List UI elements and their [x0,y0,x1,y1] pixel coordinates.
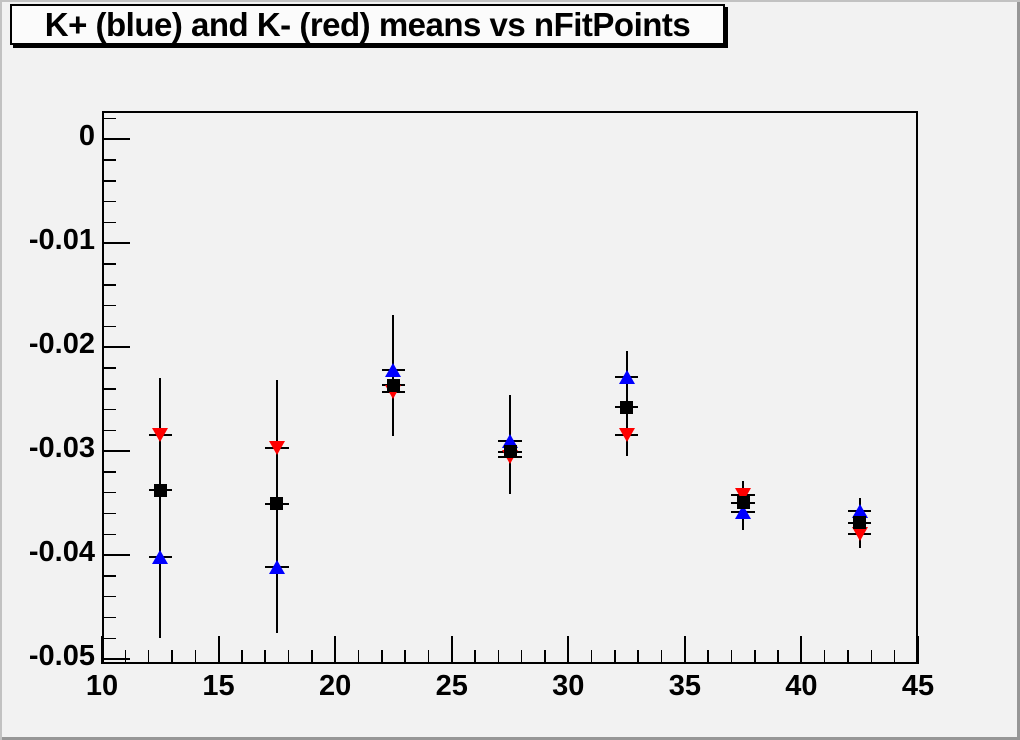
y-axis-label: -0.04 [28,535,95,568]
x-axis-label: 25 [435,670,468,702]
x-axis-label: 15 [202,670,235,702]
x-axis-label: 10 [85,670,119,702]
x-axis-label: 20 [319,670,352,702]
chart-title-box: K+ (blue) and K- (red) means vs nFitPoin… [10,4,725,45]
y-axis-label: -0.03 [28,431,95,464]
x-axis-label: 35 [668,670,701,702]
x-axis-label: 40 [785,670,818,702]
plot-frame [102,111,918,664]
chart-title: K+ (blue) and K- (red) means vs nFitPoin… [44,5,691,43]
y-axis-label: 0 [78,120,95,153]
x-axis-label: 45 [901,670,935,702]
x-axis-label: 30 [552,670,585,702]
y-axis-label: -0.05 [28,639,95,672]
y-axis-label: -0.01 [28,224,95,256]
y-axis-label: -0.02 [28,327,95,360]
